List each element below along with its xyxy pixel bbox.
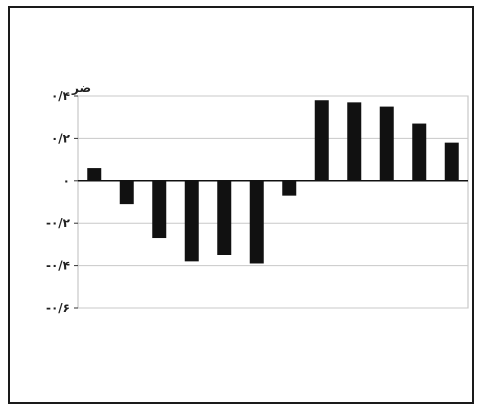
y-tick-label: -۰/۴ bbox=[46, 259, 70, 273]
bar bbox=[217, 180, 232, 255]
bar bbox=[87, 168, 102, 181]
y-tick-label: ۰/۴ bbox=[51, 89, 70, 103]
y-tick-label: -۰/۶ bbox=[46, 301, 70, 315]
y-unit-mark: ضر bbox=[71, 81, 91, 95]
y-tick-label: ۰/۲ bbox=[51, 131, 71, 145]
y-tick-label: -۰/۲ bbox=[46, 216, 71, 230]
bar bbox=[249, 180, 264, 264]
bar bbox=[184, 180, 199, 262]
bar bbox=[119, 180, 134, 205]
bar bbox=[444, 142, 459, 181]
bars bbox=[87, 100, 459, 264]
bar-chart: ۰/۴ ۰/۲ ۰ -۰/۲ -۰/۴ -۰/۶ ضر bbox=[46, 81, 469, 315]
bar bbox=[347, 102, 362, 181]
y-tick-label: ۰ bbox=[63, 174, 70, 188]
bar bbox=[152, 180, 167, 239]
chart-frame: ۰/۴ ۰/۲ ۰ -۰/۲ -۰/۴ -۰/۶ ضر bbox=[8, 6, 474, 404]
y-axis-ticks: ۰/۴ ۰/۲ ۰ -۰/۲ -۰/۴ -۰/۶ bbox=[46, 89, 78, 315]
bar bbox=[412, 123, 427, 181]
plot-area bbox=[77, 95, 469, 309]
bar bbox=[379, 106, 394, 181]
bar bbox=[314, 100, 329, 181]
bar bbox=[282, 180, 297, 196]
